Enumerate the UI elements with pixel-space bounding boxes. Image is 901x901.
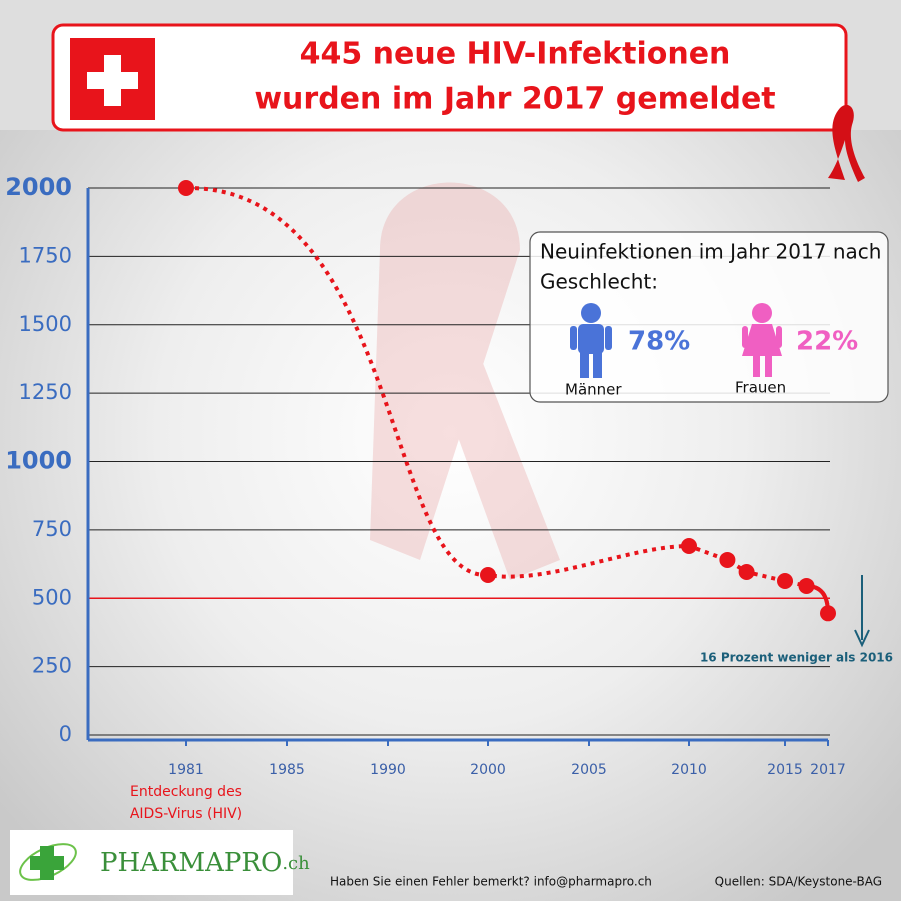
logo-text: PHARMAPRO.ch <box>100 848 310 878</box>
plot: 0 250 500 750 1000 1250 1500 1750 2000 1981 1985 19… <box>5 173 846 778</box>
x-tick-label: 2015 <box>767 762 803 778</box>
x-tick-label: 1990 <box>370 762 406 778</box>
x-tick-label: 2005 <box>571 762 607 778</box>
logo-name: PHARMAPRO <box>100 848 282 878</box>
panel-title: Neuinfektionen im Jahr 2017 nach <box>540 240 881 264</box>
discovery-annotation: Entdeckung des <box>130 784 242 800</box>
y-tick-label: 250 <box>32 654 72 678</box>
data-point <box>798 577 815 594</box>
logo-suffix: .ch <box>282 853 310 874</box>
ribbon-watermark <box>370 182 560 580</box>
female-label: Frauen <box>735 379 786 397</box>
flag-cross <box>87 55 138 106</box>
change-annotation: 16 Prozent weniger als 2016 <box>700 651 893 665</box>
data-point <box>178 180 194 196</box>
x-tick-label: 2010 <box>671 762 707 778</box>
y-tick-label: 1750 <box>19 243 72 267</box>
change-arrowhead <box>854 629 870 648</box>
data-point <box>820 605 836 622</box>
male-icon <box>570 303 612 378</box>
y-tick-label: 2000 <box>5 173 72 201</box>
logo-cross <box>30 846 64 880</box>
female-share: 22% <box>796 327 858 357</box>
y-tick-label: 0 <box>59 722 72 746</box>
discovery-annotation: AIDS-Virus (HIV) <box>130 806 242 822</box>
y-tick-label: 750 <box>32 517 72 541</box>
y-tick-label: 1000 <box>5 447 72 475</box>
title-line: 445 neue HIV-Infektionen <box>300 37 731 72</box>
x-tick-label: 1985 <box>269 762 305 778</box>
male-share: 78% <box>628 327 690 357</box>
sources: Quellen: SDA/Keystone-BAG <box>715 875 882 889</box>
female-icon <box>742 303 782 377</box>
x-tick-label: 2000 <box>470 762 506 778</box>
male-label: Männer <box>565 381 622 399</box>
data-point <box>480 567 496 584</box>
y-tick-label: 1500 <box>19 312 72 336</box>
panel-title: Geschlecht: <box>540 270 658 294</box>
x-tick-label: 1981 <box>168 762 204 778</box>
title-line: wurden im Jahr 2017 gemeldet <box>254 82 775 117</box>
data-point <box>777 573 793 590</box>
feedback: Haben Sie einen Fehler bemerkt? info@pha… <box>330 875 652 889</box>
x-tick-label: 2017 <box>810 762 846 778</box>
y-tick-label: 1250 <box>19 380 72 404</box>
title-box <box>51 23 848 132</box>
aids-ribbon <box>828 104 865 182</box>
data-point <box>681 538 697 555</box>
data-point <box>719 551 736 568</box>
data-point <box>738 563 755 580</box>
gender-panel <box>529 231 889 403</box>
y-tick-label: 500 <box>32 585 72 609</box>
